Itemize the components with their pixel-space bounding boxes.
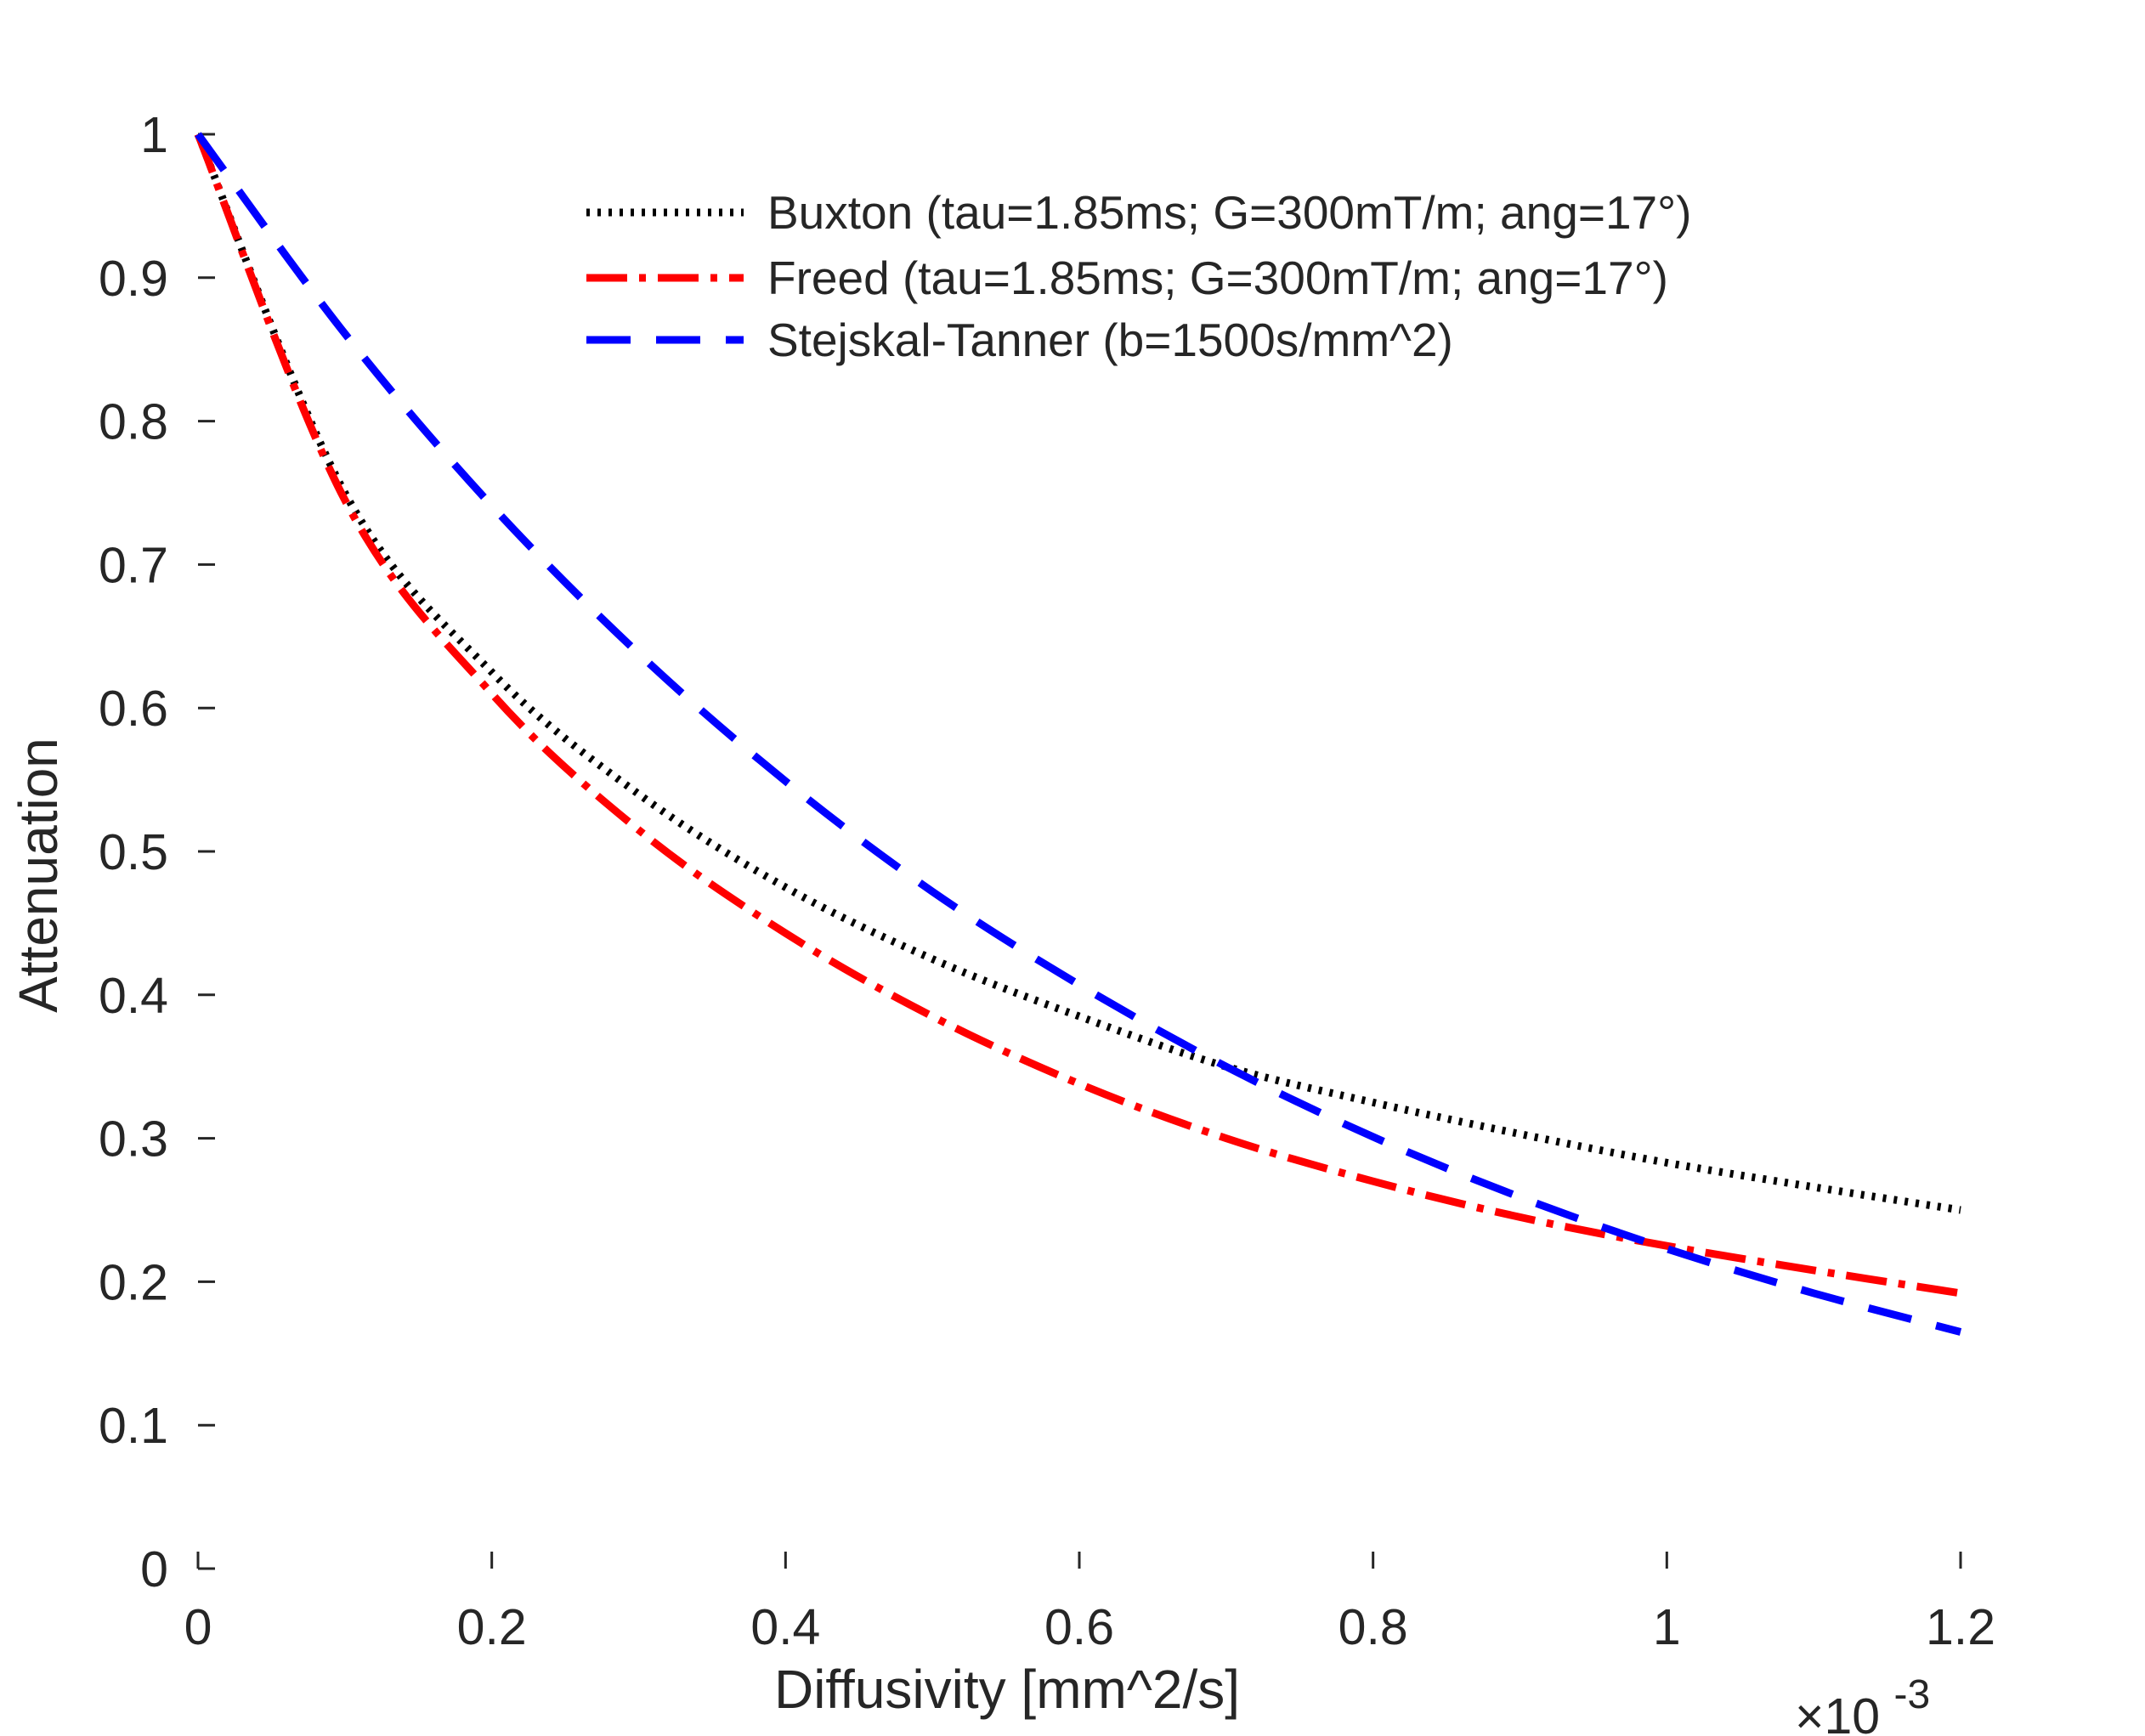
x-exponent-power: -3 (1894, 1672, 1931, 1717)
y-axis-label: Attenuation (8, 738, 69, 1013)
y-tick-label-1: 0.1 (99, 1398, 168, 1454)
series-line-freed (194, 133, 1961, 1298)
series-line-buxton (194, 133, 1961, 1214)
y-tick-label-0: 0 (140, 1541, 168, 1597)
x-tick-label-3: 0.6 (1044, 1599, 1114, 1655)
y-tick-label-2: 0.2 (99, 1254, 168, 1310)
x-tick-label-5: 1 (1653, 1599, 1681, 1655)
y-tick-label-5: 0.5 (99, 824, 168, 880)
y-tick-label-10: 1 (140, 107, 168, 163)
y-tick-label-3: 0.3 (99, 1111, 168, 1168)
x-tick-label-1: 0.2 (457, 1599, 527, 1655)
legend: Buxton (tau=1.85ms; G=300mT/m; ang=17°) F… (586, 186, 1691, 366)
axes: 0 0.2 0.4 0.6 0.8 1 1.2 0 0.1 0.2 0.3 0.4 0.5 0.6 0.7 0… (99, 107, 1995, 1655)
x-tick-label-0: 0 (184, 1599, 212, 1655)
series-line-stejskal-tanner (195, 132, 1962, 1336)
x-tick-label-2: 0.4 (750, 1599, 820, 1655)
y-tick-label-8: 0.8 (99, 394, 168, 450)
legend-label-buxton: Buxton (tau=1.85ms; G=300mT/m; ang=17°) (767, 186, 1691, 239)
x-tick-label-6: 1.2 (1926, 1599, 1995, 1655)
x-exponent: ×10 -3 (1795, 1672, 1930, 1736)
legend-label-stejskal-tanner: Stejskal-Tanner (b=1500s/mm^2) (767, 314, 1453, 366)
series-layer (194, 132, 1962, 1336)
legend-label-freed: Freed (tau=1.85ms; G=300mT/m; ang=17°) (767, 252, 1668, 304)
x-exponent-base: ×10 (1795, 1688, 1880, 1736)
y-tick-label-4: 0.4 (99, 968, 168, 1024)
y-tick-label-6: 0.6 (99, 681, 168, 737)
y-tick-label-9: 0.9 (99, 251, 168, 307)
x-tick-label-4: 0.8 (1339, 1599, 1408, 1655)
x-axis-label: Diffusivity [mm^2/s] (774, 1659, 1240, 1720)
y-tick-label-7: 0.7 (99, 537, 168, 593)
